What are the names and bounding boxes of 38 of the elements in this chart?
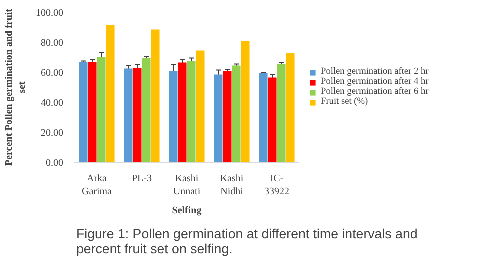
bar (241, 41, 250, 162)
legend-label: Pollen germination after 2 hr (321, 67, 429, 77)
bar (259, 73, 268, 162)
bar (169, 71, 178, 162)
bar (286, 53, 295, 162)
y-tick-label: 0.00 (46, 158, 64, 169)
caption: Figure 1: Pollen germination at different time intervals and percent fruit set on selfing. (76, 226, 418, 256)
bar (79, 62, 88, 162)
legend-label: Pollen germination after 4 hr (321, 77, 429, 87)
bar (232, 66, 241, 162)
y-tick-label: 40.00 (41, 98, 64, 109)
bar (124, 68, 133, 162)
y-tick-label: 20.00 (41, 128, 64, 139)
bar (214, 74, 223, 162)
legend-label: Pollen germination after 6 hr (321, 87, 429, 97)
bar (106, 25, 115, 162)
bar (196, 50, 205, 162)
bar (268, 78, 277, 162)
bar (142, 58, 151, 162)
bar (223, 71, 232, 162)
x-tick-label: Arka Garima (82, 174, 113, 198)
bar (277, 64, 286, 162)
x-tick-label: Kashi Nidhi (220, 174, 244, 198)
bar (178, 62, 187, 162)
x-tick-label: Kashi Unnati (173, 174, 201, 198)
y-axis-title: Percent Pollen germination and fruit set (4, 8, 28, 166)
y-tick-label: 100.00 (36, 8, 64, 19)
bar (187, 61, 196, 162)
legend-label: Fruit set (%) (321, 97, 368, 107)
bar (151, 30, 160, 162)
y-tick-label: 80.00 (41, 38, 64, 49)
bar (88, 62, 97, 162)
bar (133, 68, 142, 162)
bar (97, 58, 106, 162)
x-axis-title: Selfing (172, 206, 202, 217)
x-tick-label: IC-33922 (264, 174, 290, 198)
x-tick-label: PL-3 (132, 174, 152, 184)
y-tick-label: 60.00 (41, 68, 64, 79)
